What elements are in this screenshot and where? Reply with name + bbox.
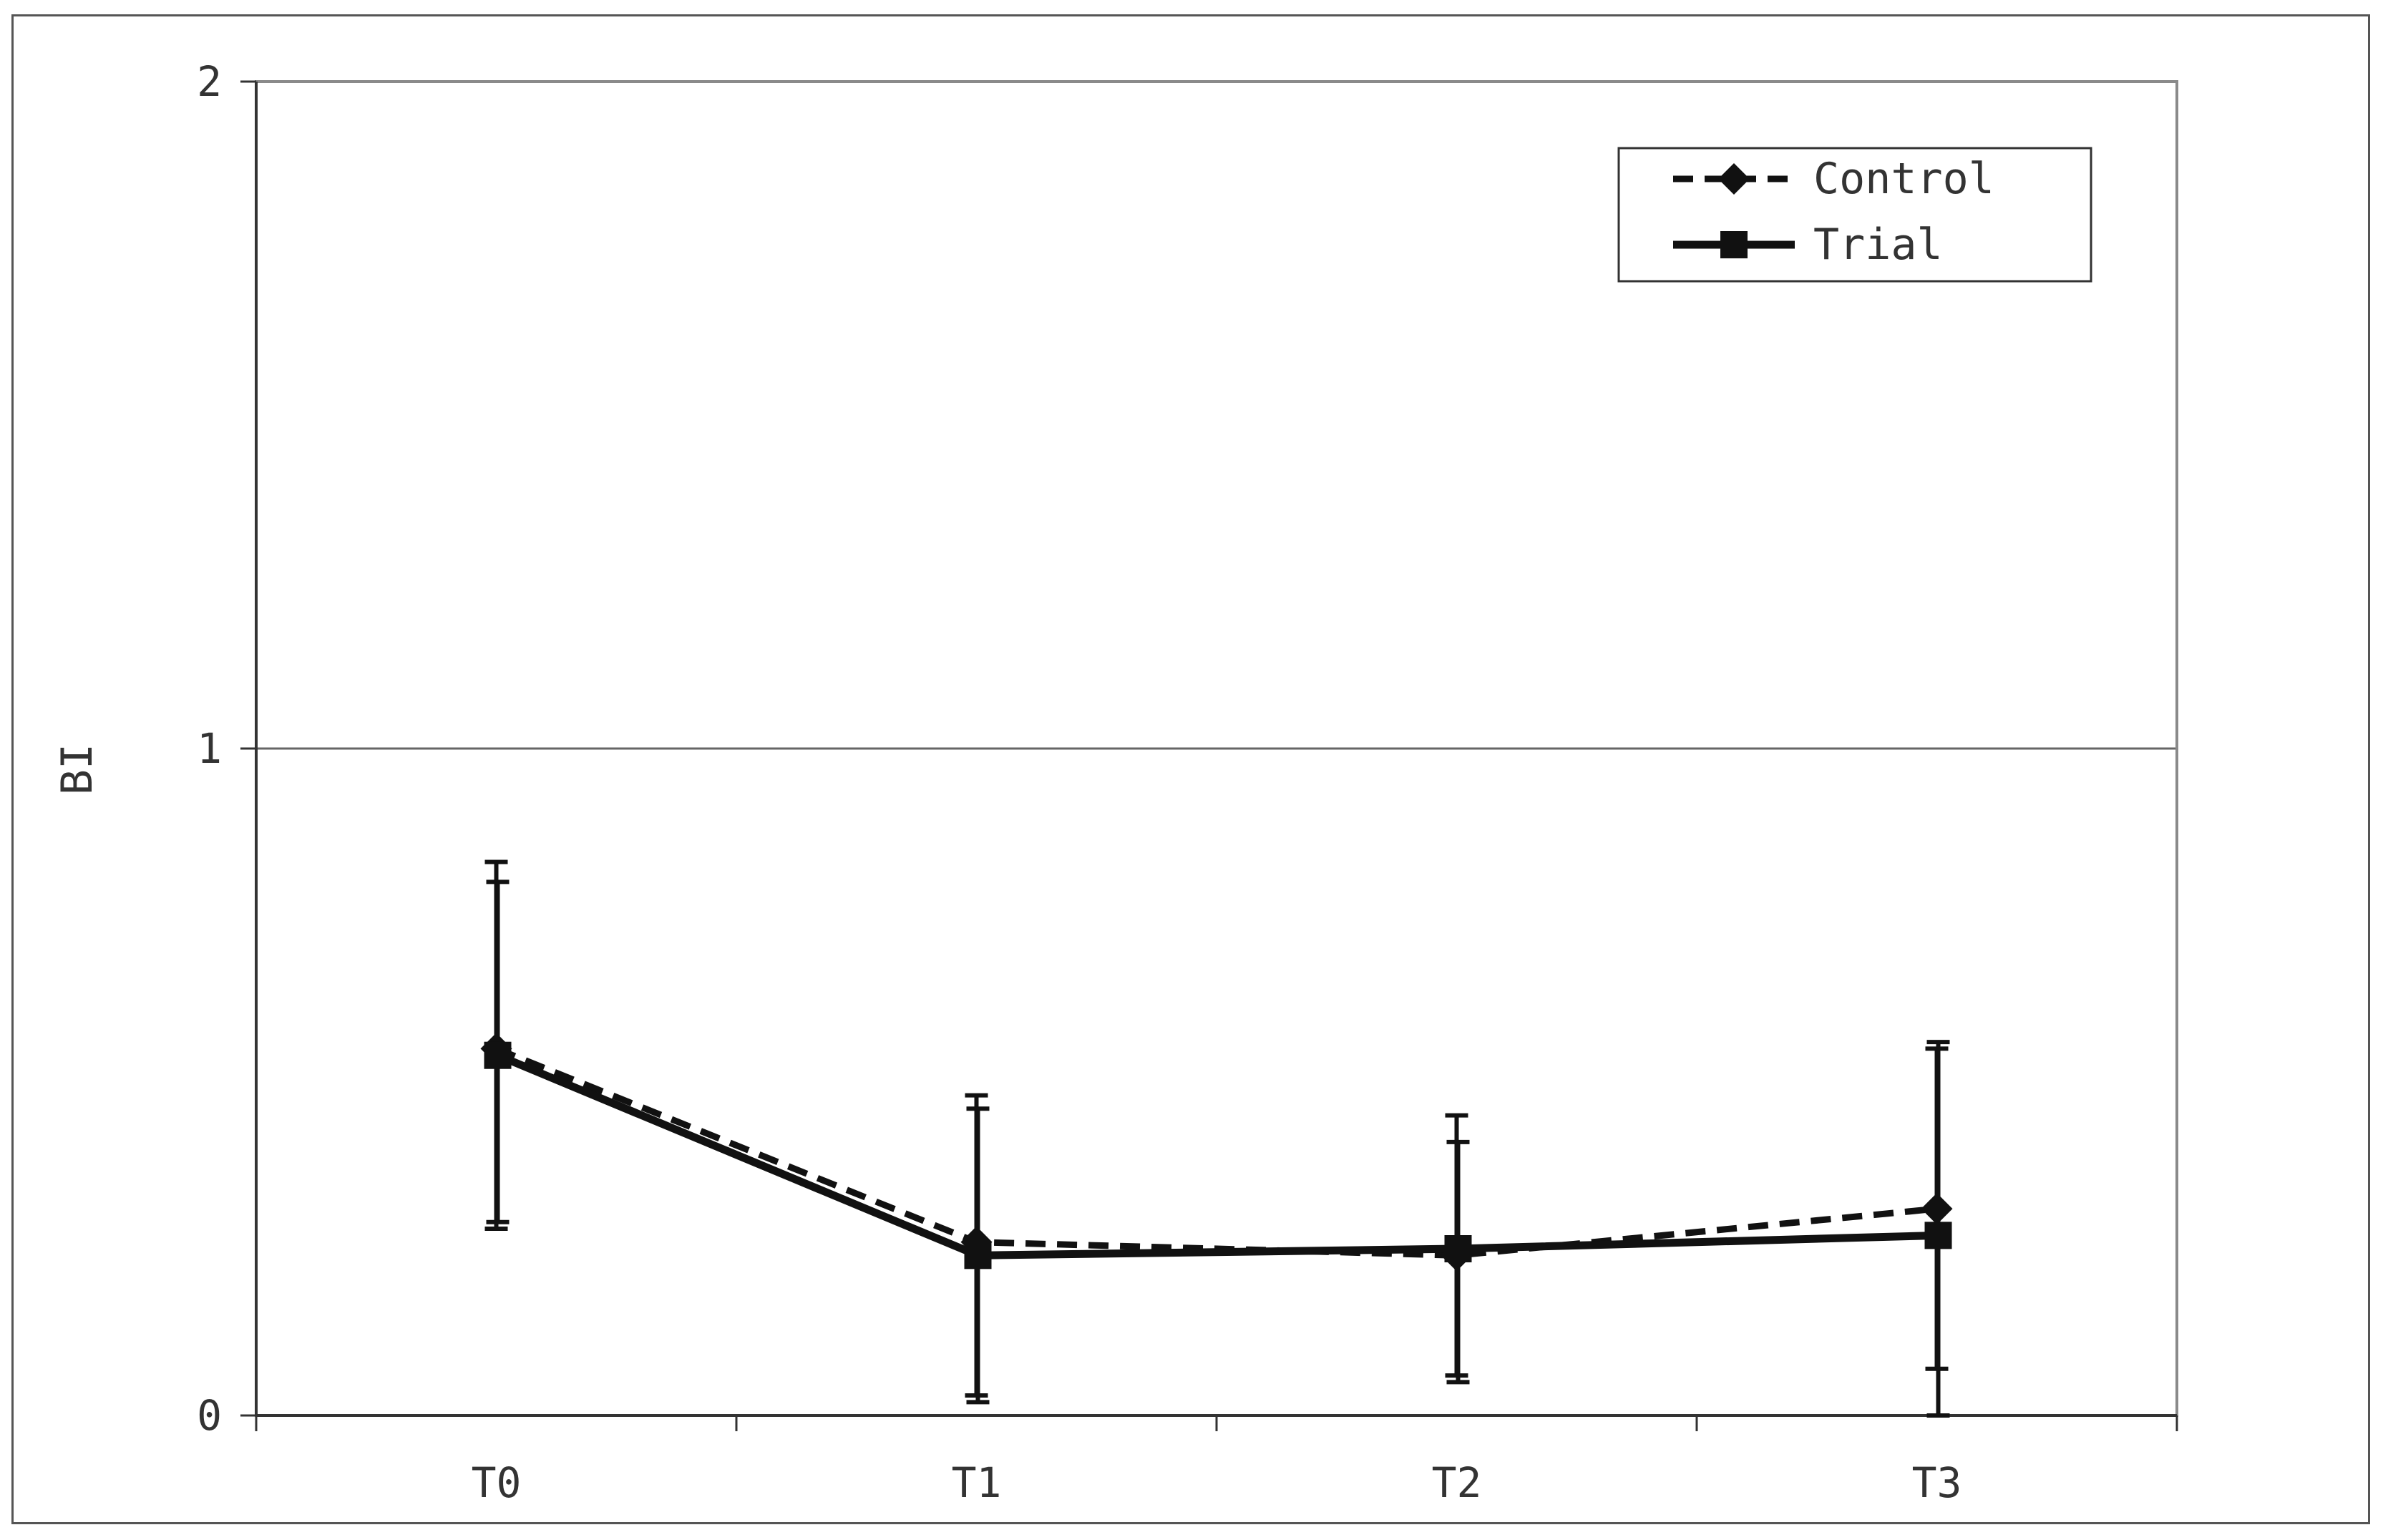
series-control <box>480 859 1953 1398</box>
legend-label: Trial <box>1813 220 1943 270</box>
y-axis-title: BI <box>52 744 102 795</box>
legend-entries: Control Trial <box>1673 154 1994 270</box>
series-line <box>496 1051 1939 1259</box>
y-tick-label: 1 <box>197 724 222 773</box>
legend-box <box>1617 147 2092 283</box>
data-point-square <box>964 1242 992 1269</box>
legend-label: Control <box>1813 154 1994 204</box>
x-tick-label: T3 <box>1912 1458 1962 1507</box>
data-point-square <box>1444 1235 1472 1262</box>
series-layer <box>480 859 1953 1418</box>
legend: Control Trial <box>1617 147 2092 283</box>
y-tick-label: 0 <box>197 1391 222 1440</box>
legend-marker-diamond <box>1718 163 1750 195</box>
legend-entry-control: Control <box>1673 154 1994 204</box>
series-line <box>494 1046 1937 1259</box>
legend-marker-square <box>1720 231 1748 258</box>
y-tick-label: 2 <box>197 57 222 106</box>
data-point-square <box>484 1041 512 1069</box>
axis-layer: 0 1 2 T0 T1 T2 T3 <box>197 57 2178 1507</box>
x-tick-label: T1 <box>952 1458 1002 1507</box>
series-trial <box>484 879 1952 1418</box>
data-point-square <box>1924 1222 1952 1249</box>
x-tick-label: T0 <box>472 1458 522 1507</box>
x-tick-label: T2 <box>1432 1458 1482 1507</box>
legend-entry-trial: Trial <box>1673 220 1943 270</box>
